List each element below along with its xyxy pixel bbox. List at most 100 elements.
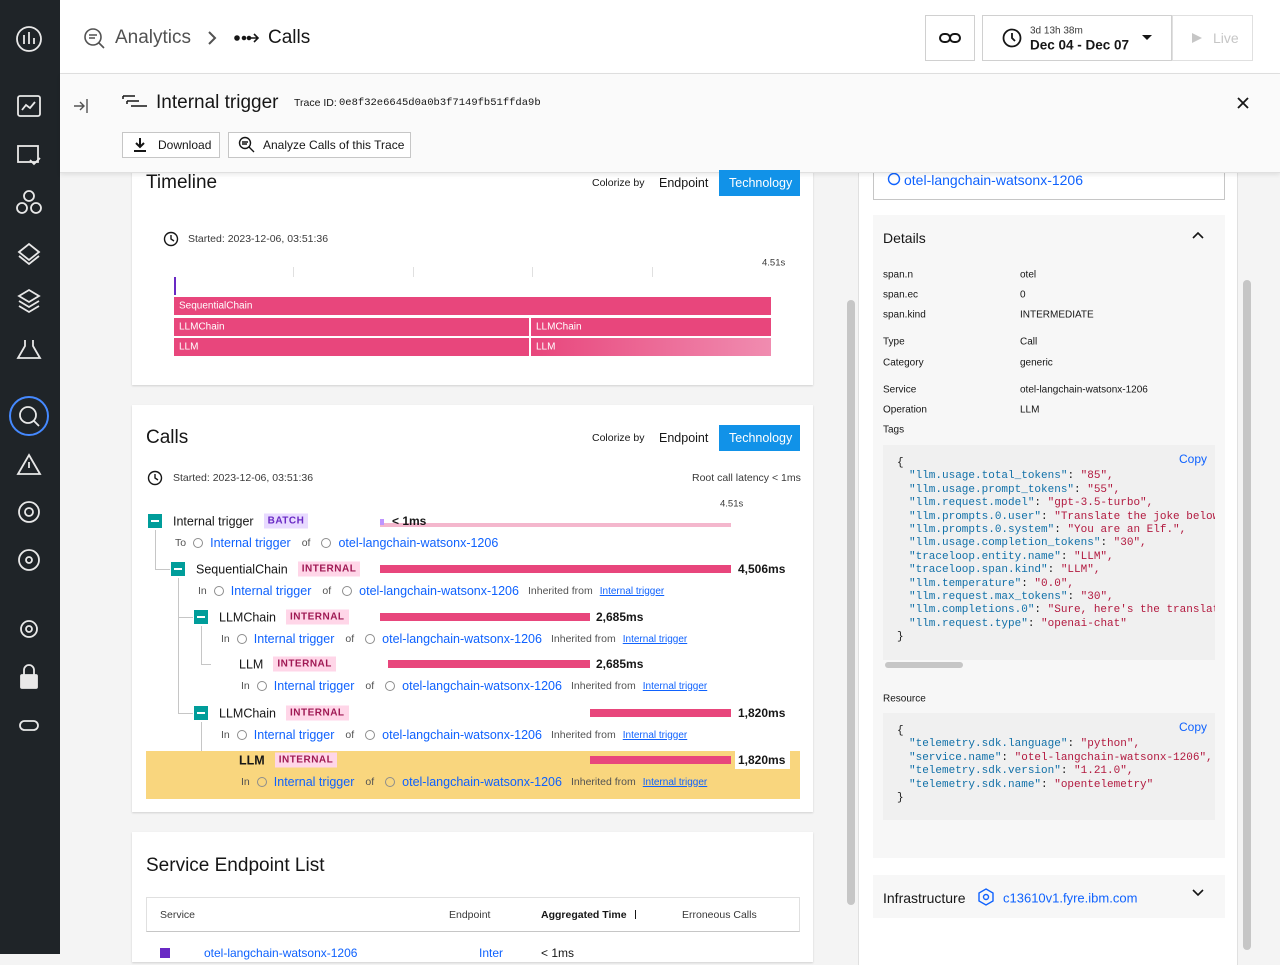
code-line: "telemetry.sdk.name": "opentelemetry" (897, 779, 1213, 792)
copy-link-button[interactable] (925, 15, 975, 61)
call-detail: To Internal trigger of otel-langchain-watso… (175, 536, 498, 550)
service-link[interactable]: otel-langchain-watsonx-1206 (382, 632, 542, 646)
caller-link[interactable]: Internal trigger (210, 536, 291, 550)
caller-link[interactable]: Internal trigger (273, 775, 355, 789)
inherited-link[interactable]: Internal trigger (642, 776, 708, 788)
service-link[interactable]: otel-langchain-watsonx-1206 (359, 584, 519, 598)
code-line: "llm.request.model": "gpt-3.5-turbo", (897, 497, 1215, 510)
caller-link[interactable]: Internal trigger (273, 679, 355, 693)
code-line: "llm.request.type": "openai-chat" (897, 618, 1215, 631)
section-title: Timeline (146, 172, 218, 193)
call-name: SequentialChain (196, 562, 288, 576)
inherited-label: Inherited from (550, 729, 616, 741)
resource-code: Copy{"telemetry.sdk.language": "python",… (883, 713, 1215, 820)
colorize-option[interactable]: Technology (729, 431, 793, 445)
colorize-option[interactable]: Endpoint (659, 431, 709, 445)
tree-line (201, 722, 202, 760)
scale-tick (413, 267, 414, 277)
inherited-link[interactable]: Internal trigger (622, 729, 688, 741)
expand-icon[interactable] (1191, 888, 1205, 898)
call-name: LLM (239, 657, 264, 671)
caller-link[interactable]: Internal trigger (253, 632, 335, 646)
colorize-selected[interactable] (719, 170, 800, 196)
live-button[interactable] (1172, 15, 1253, 61)
field-key: Operation (883, 404, 927, 416)
started: Started: 2023-12-06, 03:51:36 (188, 233, 329, 245)
scale-tick (532, 267, 533, 277)
call-row[interactable]: LLMChain INTERNAL (219, 705, 349, 721)
code-value: "You are an Elf.", (1067, 524, 1187, 537)
service-link[interactable]: otel-langchain-watsonx-1206 (382, 728, 542, 742)
caller-link[interactable]: Internal trigger (230, 584, 312, 598)
tree-line (201, 626, 202, 664)
service-icon (887, 172, 901, 186)
details-title: Details (883, 230, 926, 246)
table-header (146, 897, 800, 932)
code-value: "55", (1087, 483, 1121, 496)
code-value: "1.21.0", (1074, 765, 1134, 778)
colorize-option[interactable]: Technology (729, 176, 793, 190)
code-key: "telemetry.sdk.name" (909, 778, 1042, 791)
call-row[interactable]: LLMChain INTERNAL (219, 609, 349, 625)
service-link[interactable]: otel-langchain-watsonx-1206 (904, 172, 1083, 188)
column-header[interactable]: Aggregated Time (541, 909, 627, 921)
timeline-span (531, 318, 771, 336)
calls-card (132, 405, 813, 812)
endpoint-icon (256, 777, 267, 787)
breadcrumb[interactable]: Analytics (115, 27, 192, 48)
service-link[interactable]: otel-langchain-watsonx-1206 (402, 679, 562, 693)
call-kind: INTERNAL (285, 609, 349, 625)
service-icon (385, 681, 396, 691)
caller-link[interactable]: Internal trigger (253, 728, 335, 742)
time-picker[interactable] (982, 15, 1172, 61)
relation: In (221, 729, 230, 741)
call-kind: INTERNAL (273, 656, 336, 672)
copy-button[interactable]: Copy (1179, 452, 1208, 466)
field-key: Type (883, 336, 905, 348)
inherited-link[interactable]: Internal trigger (642, 680, 708, 692)
table-cell[interactable]: otel-langchain-watsonx-1206 (204, 946, 358, 960)
code-line: "llm.completions.0": "Sure, here's the t… (897, 604, 1215, 617)
code-value: "LLM", (1060, 564, 1101, 577)
analyze-button[interactable] (228, 132, 411, 158)
table-cell: < 1ms (541, 946, 575, 960)
table-cell[interactable]: Inter (479, 946, 504, 960)
call-detail: In Internal trigger of otel-langchain-watso… (241, 775, 707, 789)
call-row[interactable]: SequentialChain INTERNAL (196, 561, 361, 577)
clock-icon (147, 470, 163, 486)
collapse-icon[interactable] (1191, 230, 1205, 240)
field-key: span.ec (883, 289, 919, 301)
code-value: "LLM", (1074, 550, 1114, 563)
code-key: "llm.usage.completion_tokens" (909, 537, 1101, 550)
colorize-selected[interactable] (719, 425, 800, 451)
sidebar-toggle[interactable] (72, 97, 90, 115)
colorize-option[interactable]: Endpoint (659, 176, 709, 190)
code-key: "llm.prompts.0.user" (909, 510, 1042, 523)
inherited-link[interactable]: Internal trigger (622, 633, 688, 645)
sidebar (0, 0, 60, 954)
section-title: Calls (146, 427, 189, 448)
call-row[interactable]: Internal trigger BATCH (173, 513, 309, 529)
inherited-label: Inherited from (527, 585, 593, 597)
call-duration: 1,820ms (738, 753, 786, 767)
field-value: INTERMEDIATE (1020, 309, 1094, 321)
inherited-link[interactable]: Internal trigger (599, 585, 665, 597)
service-link[interactable]: otel-langchain-watsonx-1206 (402, 775, 562, 789)
call-row[interactable]: LLM INTERNAL (239, 656, 336, 672)
code-line: "llm.usage.prompt_tokens": "55", (897, 484, 1215, 497)
call-row[interactable]: LLM INTERNAL (239, 752, 338, 768)
call-kind: BATCH (263, 513, 309, 529)
call-bar (380, 613, 590, 621)
close-icon[interactable] (1237, 97, 1249, 109)
h-scrollbar (885, 662, 963, 668)
code-key: "telemetry.sdk.language" (909, 738, 1068, 751)
copy-button[interactable]: Copy (1179, 720, 1208, 734)
call-name: Internal trigger (173, 514, 254, 528)
field-value: LLM (1020, 404, 1040, 416)
infrastructure-host[interactable]: c13610v1.fyre.ibm.com (1003, 890, 1138, 906)
field-key: span.kind (883, 309, 926, 321)
service-link[interactable]: otel-langchain-watsonx-1206 (338, 536, 499, 550)
top-bar (60, 0, 1280, 74)
code-key: "llm.request.max_tokens" (909, 591, 1068, 604)
timeline-span-label: LLMChain (179, 321, 225, 333)
